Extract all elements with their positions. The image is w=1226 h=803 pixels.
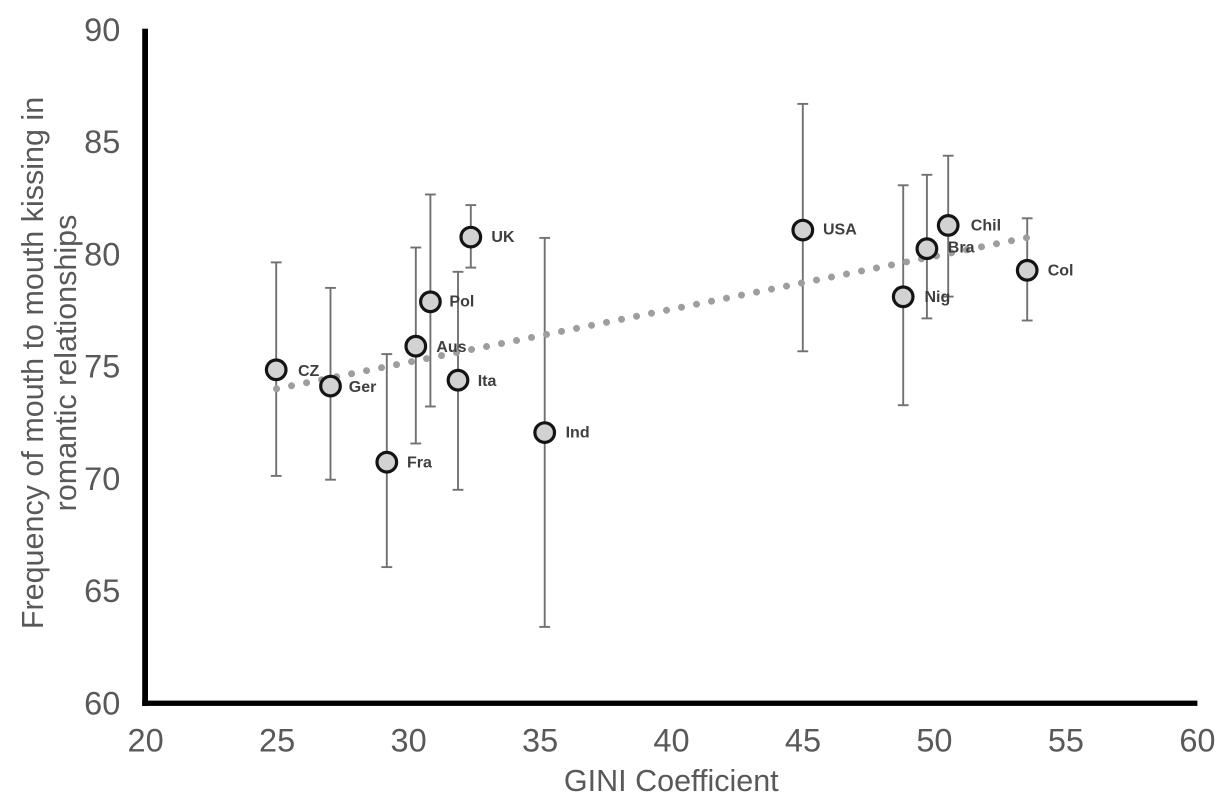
svg-text:40: 40 [653,722,689,758]
svg-text:60: 60 [1179,722,1215,758]
svg-text:Col: Col [1048,263,1074,280]
svg-text:Ind: Ind [566,425,590,442]
svg-text:Bra: Bra [948,239,975,256]
svg-text:Ger: Ger [349,379,377,396]
svg-text:45: 45 [785,722,821,758]
svg-text:50: 50 [916,722,952,758]
svg-text:UK: UK [491,229,515,246]
svg-text:20: 20 [128,722,164,758]
svg-text:Frequency of mouth to mouth ki: Frequency of mouth to mouth kissing in [16,97,50,629]
svg-text:CZ: CZ [298,363,320,380]
svg-text:35: 35 [522,722,558,758]
svg-text:Nig: Nig [925,289,951,306]
svg-text:Fra: Fra [407,455,432,472]
svg-text:90: 90 [84,12,120,48]
svg-text:60: 60 [84,685,120,721]
svg-text:Ita: Ita [478,373,497,390]
svg-text:55: 55 [1048,722,1084,758]
svg-text:80: 80 [84,236,120,272]
svg-text:75: 75 [84,349,120,385]
svg-text:Pol: Pol [449,294,474,311]
svg-text:romantic relationships: romantic relationships [49,215,83,512]
svg-text:30: 30 [391,722,427,758]
svg-text:Chil: Chil [971,218,1001,235]
svg-text:USA: USA [823,221,857,238]
svg-text:65: 65 [84,573,120,609]
svg-text:GINI Coefficient: GINI Coefficient [564,764,779,798]
svg-text:25: 25 [259,722,295,758]
svg-text:70: 70 [84,461,120,497]
svg-text:Aus: Aus [436,339,466,356]
svg-text:85: 85 [84,124,120,160]
